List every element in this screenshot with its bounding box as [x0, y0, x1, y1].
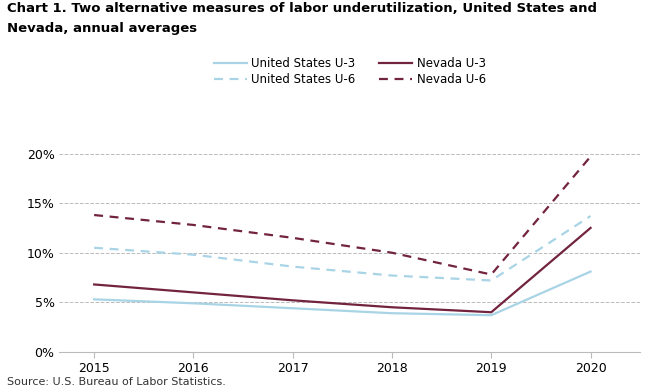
Legend: United States U-3, United States U-6, Nevada U-3, Nevada U-6: United States U-3, United States U-6, Ne… — [214, 57, 486, 86]
Text: Nevada, annual averages: Nevada, annual averages — [7, 22, 197, 34]
Text: Chart 1. Two alternative measures of labor underutilization, United States and: Chart 1. Two alternative measures of lab… — [7, 2, 597, 15]
Text: Source: U.S. Bureau of Labor Statistics.: Source: U.S. Bureau of Labor Statistics. — [7, 377, 226, 387]
